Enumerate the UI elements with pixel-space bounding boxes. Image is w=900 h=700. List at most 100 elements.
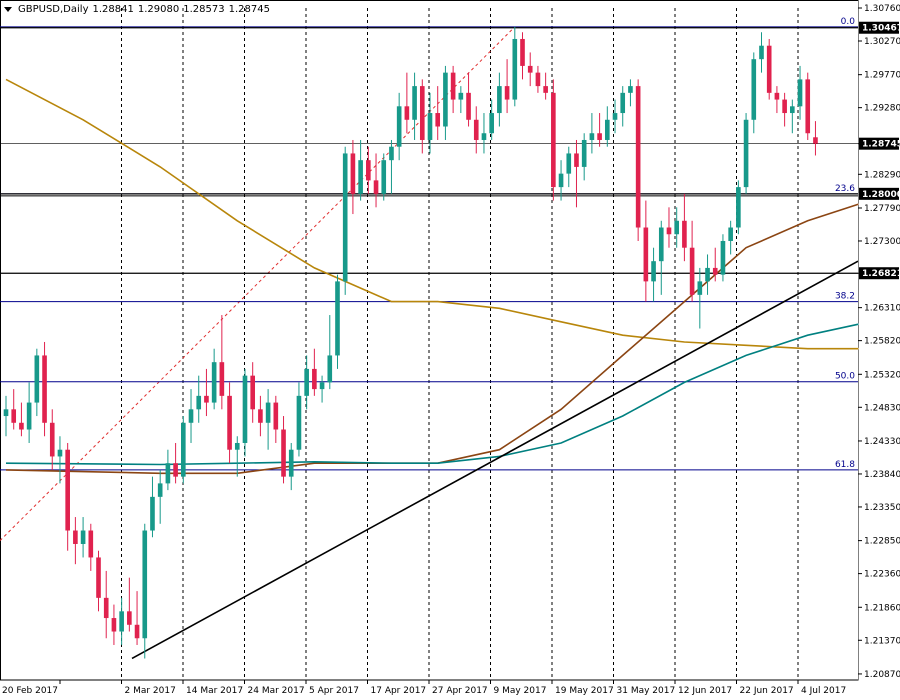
support-trendline — [131, 260, 859, 660]
candle-body — [728, 227, 733, 241]
candle-body — [219, 362, 225, 396]
candle-body — [234, 442, 240, 450]
candle-body — [273, 402, 279, 430]
candle-body — [720, 240, 726, 275]
price-tick-label: 1.29770 — [864, 71, 900, 81]
price-tick-label: 1.27790 — [864, 204, 900, 214]
price-highlight-label: 1.28000 — [862, 190, 900, 200]
price-tick-label: 1.23840 — [864, 470, 900, 480]
candle-body — [288, 449, 294, 477]
symbol-label: GBPUSD,Daily — [18, 4, 89, 15]
price-highlight-label: 1.28745 — [862, 140, 900, 150]
candle-body — [574, 153, 579, 167]
moving-average-2 — [5, 189, 900, 475]
candle-body — [80, 530, 86, 544]
candle-body — [211, 362, 217, 403]
candle-body — [697, 281, 703, 295]
candle-body — [466, 92, 471, 120]
candle-body — [304, 368, 309, 396]
candle-body — [689, 247, 695, 295]
price-highlight-box — [859, 187, 899, 200]
dropdown-triangle-icon[interactable] — [4, 7, 12, 12]
price-highlight-box — [859, 21, 899, 34]
candle-body — [342, 153, 348, 282]
candle-body — [49, 422, 55, 457]
candle-body — [782, 99, 787, 114]
candle-body — [19, 422, 24, 430]
candle-body — [150, 496, 155, 531]
date-tick-label: 19 May 2017 — [555, 686, 614, 696]
date-tick-label: 22 Jun 2017 — [740, 686, 794, 696]
candle-body — [350, 153, 356, 194]
candle-body — [34, 355, 40, 403]
price-tick-label: 1.26310 — [864, 304, 900, 314]
candle-body — [543, 86, 548, 93]
price-tick-label: 1.22850 — [864, 537, 900, 547]
candle-body — [42, 355, 47, 423]
candle-body — [165, 463, 171, 484]
candle-body — [581, 139, 587, 167]
candle-body — [111, 618, 117, 632]
candle-body — [674, 220, 680, 235]
candle-body — [127, 611, 132, 625]
date-tick-label: 27 Apr 2017 — [432, 686, 488, 696]
candle-body — [813, 137, 818, 144]
candle-body — [705, 267, 710, 282]
date-tick-label: 24 Mar 2017 — [248, 686, 305, 696]
candle-body — [427, 113, 433, 140]
price-highlight-label: 1.30467 — [862, 24, 900, 34]
candle-body — [319, 382, 325, 390]
candle-body — [635, 86, 641, 228]
fib-level-label: 23.6 — [835, 184, 855, 194]
moving-average-3 — [5, 317, 900, 466]
date-tick-label: 12 Jun 2017 — [678, 686, 732, 696]
date-tick-label: 4 Jul 2017 — [801, 686, 846, 696]
candle-body — [450, 72, 456, 100]
candle-body — [412, 86, 417, 120]
candle-body — [805, 79, 811, 134]
candle-body — [65, 449, 70, 531]
candle-body — [643, 227, 649, 282]
candle-body — [173, 463, 178, 477]
price-tick-label: 1.29280 — [864, 104, 900, 114]
candle-body — [751, 59, 757, 120]
candle-body — [381, 160, 387, 194]
price-tick-label: 1.24830 — [864, 403, 900, 413]
price-tick-label: 1.20870 — [864, 670, 900, 680]
candle-body — [658, 227, 664, 262]
candle-body — [373, 180, 379, 194]
candle-body — [281, 429, 286, 477]
candle-body — [651, 261, 656, 282]
candle-body — [712, 267, 718, 275]
low-value: 1.28573 — [183, 4, 225, 15]
candle-body — [11, 409, 17, 423]
price-tick-label: 1.30760 — [864, 4, 900, 14]
price-tick-label: 1.27300 — [864, 237, 900, 247]
price-tick-label: 1.30270 — [864, 37, 900, 47]
candle-body — [535, 72, 541, 87]
candle-body — [743, 119, 749, 188]
candle-body — [312, 368, 317, 390]
price-highlight-label: 1.26821 — [862, 269, 900, 279]
candle-body — [134, 624, 140, 639]
candle-body — [258, 409, 263, 423]
candle-body — [736, 187, 741, 228]
candle-body — [142, 530, 148, 639]
candle-body — [366, 160, 371, 181]
candle-body — [435, 113, 441, 127]
candle-body — [458, 92, 464, 100]
candle-body — [473, 119, 479, 140]
fib-level-label: 61.8 — [835, 460, 855, 470]
price-tick-label: 1.25320 — [864, 370, 900, 380]
candle-body — [389, 146, 394, 161]
candle-body — [443, 72, 448, 127]
candle-body — [88, 530, 94, 558]
candle-body — [790, 106, 795, 114]
price-tick-label: 1.25820 — [864, 337, 900, 347]
date-tick-label: 9 May 2017 — [494, 686, 547, 696]
candle-body — [73, 530, 78, 544]
candle-body — [759, 45, 764, 60]
candle-body — [242, 375, 248, 443]
date-tick-label: 17 Apr 2017 — [371, 686, 427, 696]
